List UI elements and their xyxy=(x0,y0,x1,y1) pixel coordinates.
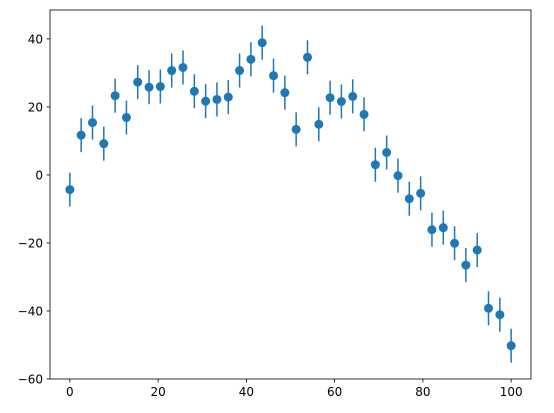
data-point xyxy=(461,260,471,270)
data-point xyxy=(280,88,290,98)
data-point xyxy=(87,118,97,128)
data-point xyxy=(246,54,256,64)
y-tick-label: 20 xyxy=(28,100,43,114)
x-tick-label: 60 xyxy=(327,385,342,399)
data-point xyxy=(427,225,437,235)
data-point xyxy=(65,185,75,195)
data-point xyxy=(495,310,505,320)
data-point xyxy=(144,82,154,92)
x-tick-label: 40 xyxy=(239,385,254,399)
y-tick-label: −40 xyxy=(18,304,43,318)
data-point xyxy=(484,303,494,313)
data-point xyxy=(167,66,177,76)
y-tick-label: 0 xyxy=(35,168,43,182)
data-point xyxy=(416,188,426,198)
data-point xyxy=(235,66,245,76)
data-point xyxy=(189,86,199,96)
y-axis-ticks: −60 −40 −20 0 20 40 xyxy=(18,32,50,387)
data-point xyxy=(314,119,324,129)
x-tick-label: 100 xyxy=(500,385,523,399)
x-tick-label: 20 xyxy=(150,385,165,399)
data-point xyxy=(76,130,86,140)
data-point xyxy=(393,171,403,181)
data-point xyxy=(302,52,312,62)
data-point xyxy=(121,112,131,122)
data-point xyxy=(201,96,211,106)
data-point xyxy=(348,91,358,101)
data-point xyxy=(506,341,516,351)
y-tick-label: −20 xyxy=(18,236,43,250)
chart-marks xyxy=(65,25,516,363)
data-point xyxy=(133,77,143,87)
data-point xyxy=(99,139,109,149)
data-point xyxy=(325,93,335,103)
data-point xyxy=(382,147,392,157)
data-point xyxy=(291,124,301,134)
y-tick-label: 40 xyxy=(28,32,43,46)
plot-frame xyxy=(49,9,532,380)
data-point xyxy=(110,91,120,101)
data-point xyxy=(450,238,460,248)
x-tick-label: 80 xyxy=(415,385,430,399)
data-point xyxy=(472,245,482,255)
data-point xyxy=(438,223,448,233)
x-tick-label: 0 xyxy=(66,385,74,399)
x-axis-ticks: 0 20 40 60 80 100 xyxy=(66,379,523,399)
data-point xyxy=(212,94,222,104)
data-point xyxy=(178,62,188,72)
data-point xyxy=(359,109,369,119)
data-point xyxy=(223,92,233,102)
data-point xyxy=(370,160,380,170)
data-point xyxy=(155,82,165,92)
data-point xyxy=(336,96,346,106)
data-point xyxy=(404,194,414,204)
y-tick-label: −60 xyxy=(18,373,43,387)
data-point xyxy=(257,38,267,48)
data-point xyxy=(269,71,279,81)
